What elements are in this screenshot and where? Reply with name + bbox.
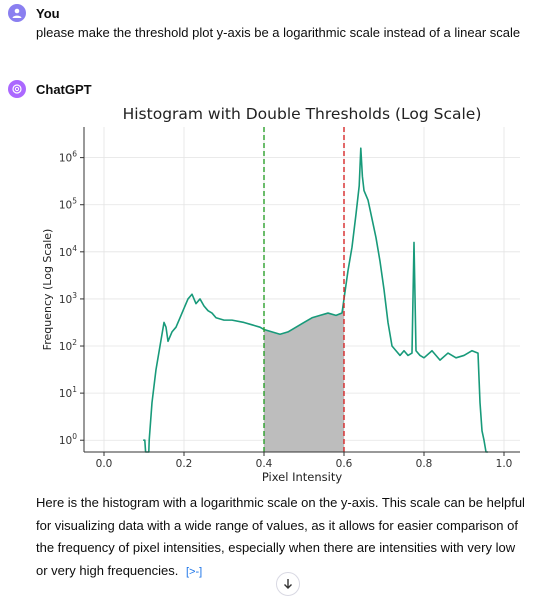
y-tick-label: 105	[59, 197, 77, 212]
y-tick-base: 10	[59, 341, 72, 353]
histogram-series-line	[143, 147, 488, 453]
user-icon	[12, 8, 22, 18]
y-tick-label: 104	[59, 244, 77, 259]
histogram-chart: Histogram with Double Thresholds (Log Sc…	[36, 100, 526, 485]
user-message-header: You	[8, 4, 60, 22]
y-tick-base: 10	[59, 294, 72, 306]
y-tick-exponent: 1	[72, 385, 77, 394]
user-avatar	[8, 4, 26, 22]
arrow-down-icon	[284, 579, 292, 589]
assistant-reply-text: Here is the histogram with a logarithmic…	[36, 495, 525, 578]
y-tick-exponent: 2	[72, 338, 77, 347]
openai-logo-icon	[12, 84, 22, 94]
x-tick-label: 0.8	[416, 458, 433, 470]
assistant-avatar	[8, 80, 26, 98]
x-tick-label: 0.0	[96, 458, 113, 470]
y-tick-exponent: 6	[72, 150, 77, 159]
y-tick-base: 10	[59, 388, 72, 400]
y-tick-base: 10	[59, 153, 72, 165]
assistant-name: ChatGPT	[36, 81, 92, 97]
source-link[interactable]: [>-]	[185, 565, 203, 578]
user-name: You	[36, 5, 60, 21]
y-tick-base: 10	[59, 200, 72, 212]
y-tick-exponent: 4	[72, 244, 77, 253]
y-tick-exponent: 5	[72, 197, 77, 206]
x-tick-label: 0.4	[256, 458, 273, 470]
y-tick-label: 102	[59, 338, 77, 353]
assistant-message-header: ChatGPT	[8, 80, 92, 98]
y-axis-label: Frequency (Log Scale)	[41, 229, 54, 351]
user-message-text: please make the threshold plot y-axis be…	[36, 25, 521, 40]
y-tick-exponent: 3	[72, 291, 77, 300]
chart-title: Histogram with Double Thresholds (Log Sc…	[123, 105, 482, 123]
y-tick-label: 106	[59, 150, 77, 165]
x-tick-label: 0.2	[176, 458, 193, 470]
y-tick-label: 100	[59, 432, 77, 447]
threshold-shaded-region	[264, 298, 344, 452]
y-tick-base: 10	[59, 435, 72, 447]
x-tick-label: 0.6	[336, 458, 353, 470]
x-tick-label: 1.0	[496, 458, 513, 470]
chart-svg: Histogram with Double Thresholds (Log Sc…	[41, 105, 520, 484]
scroll-down-button[interactable]	[276, 572, 300, 596]
y-tick-base: 10	[59, 247, 72, 259]
y-tick-label: 103	[59, 291, 77, 306]
assistant-reply: Here is the histogram with a logarithmic…	[36, 492, 530, 583]
y-tick-label: 101	[59, 385, 77, 400]
y-tick-exponent: 0	[72, 432, 77, 441]
x-axis-label: Pixel Intensity	[262, 470, 343, 484]
